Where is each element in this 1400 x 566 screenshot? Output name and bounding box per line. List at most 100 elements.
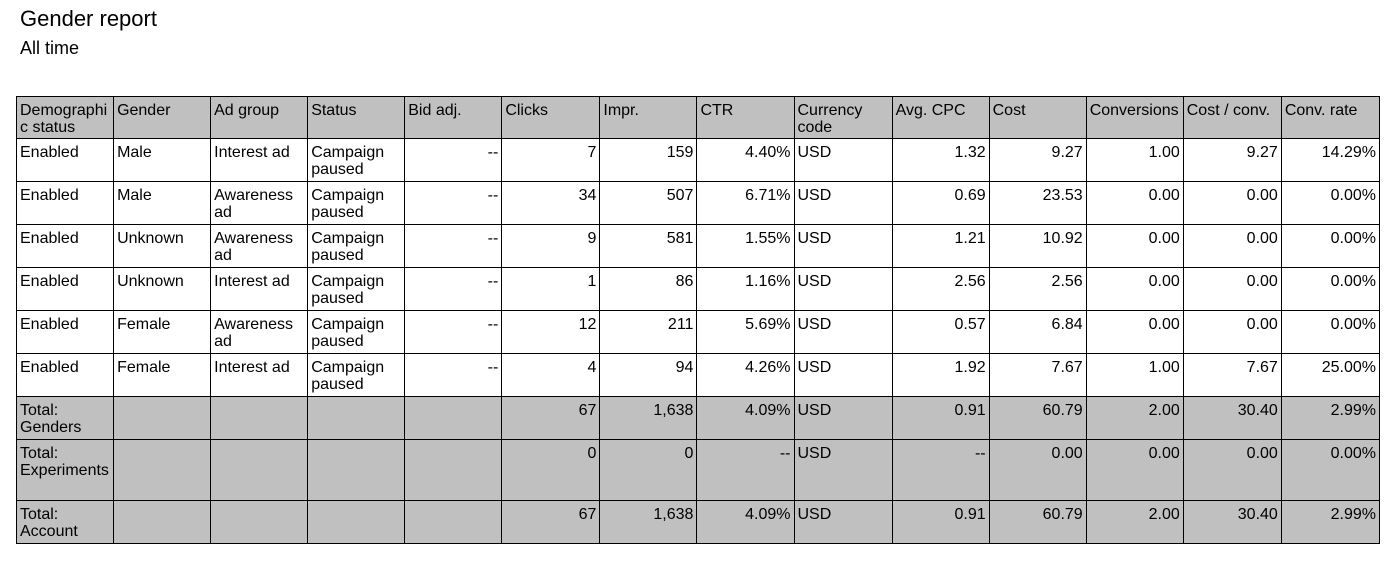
cell-impr: 94: [599, 353, 698, 397]
cell-status: Campaign paused: [307, 224, 406, 268]
column-header-currency-code: Currency code: [793, 96, 893, 139]
table-row: Enabled Unknown Interest ad Campaign paused…: [15, 267, 1381, 311]
cell-currency-code: USD: [793, 310, 893, 354]
cell-impr: 159: [599, 138, 698, 182]
total-cell-currency-code: USD: [793, 500, 893, 544]
table-row: Enabled Female Interest ad Campaign paused -…: [15, 353, 1381, 397]
cell-conversions: 0.00: [1085, 224, 1184, 268]
cell-conversions: 0.00: [1085, 310, 1184, 354]
column-header-cost-per-conv: Cost / conv.: [1182, 96, 1282, 139]
total-cell-impr: 0: [599, 439, 698, 501]
cell-cost: 10.92: [988, 224, 1087, 268]
total-cell-cost: 60.79: [988, 396, 1087, 440]
cell-conversions: 0.00: [1085, 181, 1184, 225]
cell-conv-rate: 0.00%: [1280, 181, 1381, 225]
cell-cost: 9.27: [988, 138, 1087, 182]
report-title: Gender report: [20, 6, 157, 31]
total-cell-impr: 1,638: [599, 396, 698, 440]
column-header-ctr: CTR: [696, 96, 795, 139]
cell-ad-group: Awareness ad: [210, 181, 309, 225]
column-header-gender: Gender: [113, 96, 212, 139]
column-header-demographic-status: Demographic status: [15, 96, 115, 139]
gender-report-table: Demographic status Gender Ad group Status Bi…: [15, 96, 1381, 544]
total-cell-ad-group: [210, 439, 309, 501]
total-cell-conv-rate: 2.99%: [1280, 500, 1381, 544]
cell-cost-per-conv: 9.27: [1182, 138, 1282, 182]
cell-impr: 86: [599, 267, 698, 311]
total-cell-demographic-status: Total: Genders: [15, 396, 115, 440]
report-subtitle: All time: [20, 38, 80, 58]
column-header-impr: Impr.: [599, 96, 698, 139]
total-cell-ctr: 4.09%: [696, 500, 795, 544]
cell-cost-per-conv: 0.00: [1182, 267, 1282, 311]
cell-demographic-status: Enabled: [15, 181, 115, 225]
cell-conversions: 1.00: [1085, 138, 1184, 182]
total-row: Total: Genders 67 1,638 4.09% USD 0.91 60.79 2.…: [15, 396, 1381, 440]
cell-gender: Female: [113, 310, 212, 354]
cell-conversions: 0.00: [1085, 267, 1184, 311]
total-row: Total: Experiments 0 0 -- USD -- 0.00 0.00 0.00 0…: [15, 439, 1381, 501]
cell-clicks: 34: [501, 181, 601, 225]
cell-avg-cpc: 2.56: [891, 267, 990, 311]
column-header-avg-cpc: Avg. CPC: [891, 96, 990, 139]
total-cell-cost-per-conv: 0.00: [1182, 439, 1282, 501]
total-cell-currency-code: USD: [793, 396, 893, 440]
total-cell-bid-adj: [404, 439, 503, 501]
cell-ctr: 5.69%: [696, 310, 795, 354]
table-row: Enabled Male Awareness ad Campaign paused --…: [15, 181, 1381, 225]
cell-clicks: 1: [501, 267, 601, 311]
cell-avg-cpc: 1.21: [891, 224, 990, 268]
column-header-ad-group: Ad group: [210, 96, 309, 139]
cell-demographic-status: Enabled: [15, 224, 115, 268]
table-header: Demographic status Gender Ad group Status Bi…: [15, 96, 1381, 139]
cell-bid-adj: --: [404, 138, 503, 182]
total-cell-currency-code: USD: [793, 439, 893, 501]
cell-gender: Unknown: [113, 267, 212, 311]
column-header-conv-rate: Conv. rate: [1280, 96, 1381, 139]
cell-gender: Female: [113, 353, 212, 397]
cell-cost: 7.67: [988, 353, 1087, 397]
cell-gender: Unknown: [113, 224, 212, 268]
cell-ad-group: Interest ad: [210, 353, 309, 397]
cell-ad-group: Awareness ad: [210, 310, 309, 354]
total-cell-ad-group: [210, 396, 309, 440]
total-cell-ctr: 4.09%: [696, 396, 795, 440]
total-cell-avg-cpc: 0.91: [891, 396, 990, 440]
cell-demographic-status: Enabled: [15, 353, 115, 397]
cell-bid-adj: --: [404, 310, 503, 354]
total-cell-gender: [113, 500, 212, 544]
column-header-cost: Cost: [988, 96, 1087, 139]
cell-gender: Male: [113, 138, 212, 182]
cell-status: Campaign paused: [307, 138, 406, 182]
total-cell-clicks: 67: [501, 396, 601, 440]
cell-conv-rate: 0.00%: [1280, 310, 1381, 354]
cell-clicks: 9: [501, 224, 601, 268]
total-cell-conversions: 2.00: [1085, 500, 1184, 544]
total-cell-avg-cpc: --: [891, 439, 990, 501]
cell-clicks: 12: [501, 310, 601, 354]
cell-demographic-status: Enabled: [15, 138, 115, 182]
table-body: Enabled Male Interest ad Campaign paused -- 7…: [15, 138, 1381, 544]
cell-cost-per-conv: 0.00: [1182, 224, 1282, 268]
cell-currency-code: USD: [793, 138, 893, 182]
cell-currency-code: USD: [793, 267, 893, 311]
cell-demographic-status: Enabled: [15, 267, 115, 311]
total-cell-conversions: 0.00: [1085, 439, 1184, 501]
total-cell-status: [307, 396, 406, 440]
cell-bid-adj: --: [404, 267, 503, 311]
column-header-clicks: Clicks: [501, 96, 601, 139]
cell-clicks: 4: [501, 353, 601, 397]
total-cell-cost-per-conv: 30.40: [1182, 500, 1282, 544]
total-cell-status: [307, 500, 406, 544]
cell-impr: 507: [599, 181, 698, 225]
cell-ad-group: Interest ad: [210, 138, 309, 182]
cell-gender: Male: [113, 181, 212, 225]
cell-ctr: 1.16%: [696, 267, 795, 311]
cell-cost-per-conv: 0.00: [1182, 181, 1282, 225]
total-cell-cost: 0.00: [988, 439, 1087, 501]
total-cell-demographic-status: Total: Experiments: [15, 439, 115, 501]
cell-cost: 23.53: [988, 181, 1087, 225]
cell-avg-cpc: 1.32: [891, 138, 990, 182]
column-header-bid-adj: Bid adj.: [404, 96, 503, 139]
total-cell-conv-rate: 0.00%: [1280, 439, 1381, 501]
